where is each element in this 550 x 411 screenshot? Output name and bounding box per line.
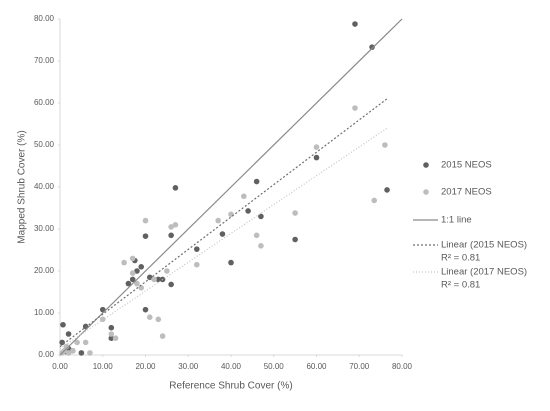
data-point (60, 321, 66, 328)
legend-label: 2017 NEOS (441, 187, 492, 198)
y-tick-label: 70.00 (34, 56, 55, 65)
data-point (172, 185, 179, 191)
x-tick-label: 30.00 (178, 362, 199, 371)
data-point (142, 233, 149, 239)
data-point (87, 350, 93, 356)
data-point (194, 261, 200, 268)
data-point (215, 217, 221, 224)
data-point (245, 208, 251, 214)
y-tick-label: 50.00 (34, 140, 55, 149)
data-point (159, 333, 166, 339)
data-point (82, 339, 89, 346)
data-point (65, 350, 72, 356)
legend-marker (423, 162, 429, 168)
y-axis-title: Mapped Shrub Cover (%) (17, 130, 28, 243)
data-point (164, 268, 170, 274)
trend-line (59, 18, 403, 356)
data-point (108, 331, 115, 337)
data-point (384, 187, 390, 193)
data-point (134, 268, 140, 274)
data-point (142, 306, 149, 313)
data-point (292, 236, 298, 243)
data-point (78, 350, 85, 356)
x-tick-label: 60.00 (306, 362, 327, 371)
data-point (369, 44, 375, 50)
data-point (241, 193, 247, 200)
legend-label: 2015 NEOS (441, 160, 492, 171)
data-point (258, 243, 264, 249)
data-point (168, 281, 174, 288)
data-point (129, 255, 136, 262)
data-point (258, 213, 264, 220)
data-point (253, 232, 260, 239)
y-tick-label: 30.00 (34, 224, 55, 233)
data-point (129, 270, 136, 276)
data-point (194, 246, 200, 252)
data-point (172, 222, 179, 228)
y-tick-label: 60.00 (34, 98, 55, 107)
data-point (151, 276, 157, 283)
data-point (352, 105, 358, 111)
x-axis-title: Reference Shrub Cover (%) (169, 381, 292, 392)
x-tick-label: 70.00 (349, 362, 370, 371)
data-point (112, 335, 119, 342)
data-point (219, 231, 226, 237)
data-point (382, 142, 388, 148)
data-point (142, 217, 149, 224)
data-point (134, 280, 140, 287)
y-tick-label: 0.00 (38, 350, 54, 359)
data-point (155, 316, 162, 323)
data-point (74, 339, 80, 346)
data-point (146, 274, 153, 281)
y-tick-label: 10.00 (34, 308, 55, 317)
data-point (59, 339, 65, 346)
data-point (108, 324, 115, 331)
legend-label: 1:1 line (441, 215, 472, 226)
y-tick-label: 40.00 (34, 182, 55, 191)
data-point (70, 348, 76, 354)
legend-label: Linear (2015 NEOS) (441, 240, 527, 251)
x-tick-label: 40.00 (221, 362, 242, 371)
legend-r2: R² = 0.81 (441, 280, 480, 291)
data-point (253, 178, 260, 185)
legend-marker (423, 189, 429, 195)
data-point (228, 259, 234, 266)
legend-r2: R² = 0.81 (441, 253, 480, 264)
data-point (313, 154, 320, 161)
data-point (292, 210, 298, 216)
data-point (121, 259, 127, 266)
data-point (65, 331, 72, 337)
legend-label: Linear (2017 NEOS) (441, 267, 527, 278)
trend-line (59, 98, 388, 348)
data-point (129, 276, 136, 283)
data-point (138, 264, 145, 270)
x-tick-label: 80.00 (392, 362, 413, 371)
x-tick-label: 20.00 (135, 362, 156, 371)
x-tick-label: 0.00 (52, 362, 68, 371)
data-point (168, 224, 174, 230)
x-tick-label: 50.00 (264, 362, 285, 371)
data-point (108, 335, 115, 342)
data-point (138, 285, 145, 291)
x-tick-label: 10.00 (93, 362, 114, 371)
trend-line (59, 127, 388, 350)
data-point (146, 314, 153, 321)
data-point (352, 21, 358, 27)
data-point (125, 280, 132, 287)
y-tick-label: 80.00 (34, 14, 55, 23)
data-point (371, 197, 378, 204)
data-point (168, 232, 174, 239)
y-tick-label: 20.00 (34, 266, 55, 275)
data-point (313, 144, 320, 150)
